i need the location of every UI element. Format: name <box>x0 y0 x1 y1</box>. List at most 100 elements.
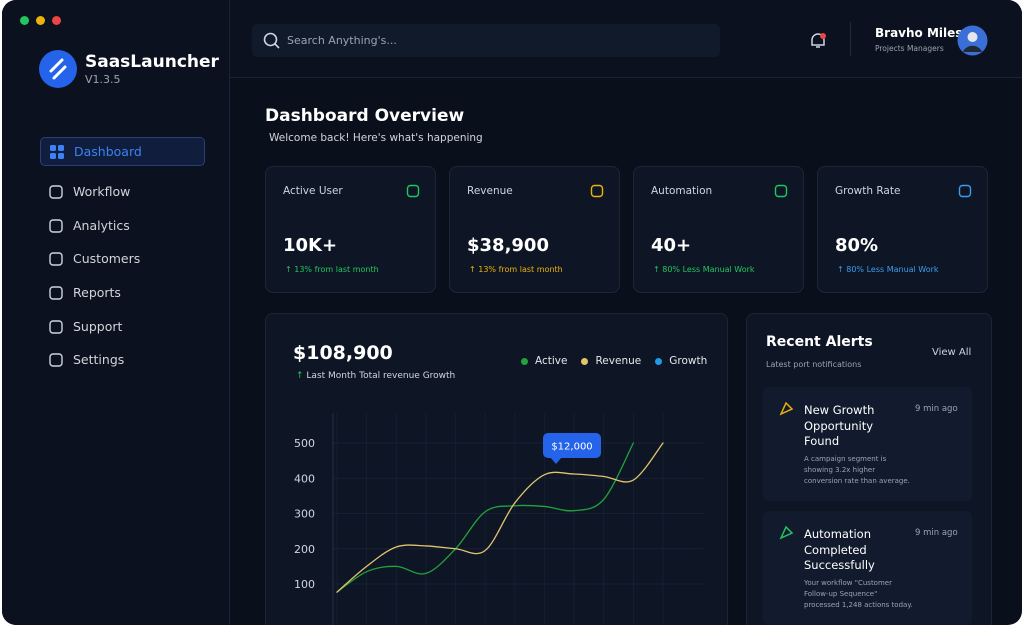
change-text: 80% Less Manual Work <box>846 265 939 274</box>
legend-swatch <box>655 357 663 365</box>
nav-icon <box>49 319 63 334</box>
chart-subtitle-text: Last Month Total revenue Growth <box>306 371 456 381</box>
nav-item[interactable]: Settings <box>40 345 205 374</box>
change-text: 13% from last month <box>294 265 379 274</box>
search-icon <box>263 32 280 49</box>
stat-card: Growth Rate 80% ↑ 80% Less Manual Work <box>817 166 988 293</box>
nav-label: Dashboard <box>74 144 142 159</box>
search-placeholder: Search Anything's... <box>287 34 397 47</box>
icon-part <box>49 319 63 334</box>
tooltip: $12,000 <box>543 433 601 464</box>
stat-card: Automation 40+ ↑ 80% Less Manual Work <box>633 166 804 293</box>
card-value: 40+ <box>651 235 692 256</box>
nav-label: Analytics <box>73 218 130 233</box>
dot <box>52 16 61 25</box>
legend-label: Growth <box>669 355 708 367</box>
line-series <box>336 442 635 593</box>
app-name: SaasLauncher <box>85 52 219 72</box>
card-value: 80% <box>835 235 879 256</box>
nav-icon <box>49 285 63 300</box>
line-series <box>336 442 664 593</box>
arrow: ↑ <box>285 265 295 274</box>
chart-subtitle: ↑ Last Month Total revenue Growth <box>296 371 456 381</box>
card-icon <box>406 184 420 198</box>
alerts-panel: Recent Alerts Latest port notifications … <box>746 313 992 625</box>
user-name: Bravho Miles <box>875 26 963 40</box>
chart-card: $108,900 ↑ Last Month Total revenue Grow… <box>265 313 728 625</box>
nav-item[interactable]: Reports <box>40 278 205 307</box>
nav-icon <box>50 144 64 159</box>
search-box[interactable]: Search Anything's... <box>252 24 720 57</box>
legend-item: Revenue <box>581 355 641 367</box>
icon-part <box>49 184 63 199</box>
bell-icon[interactable] <box>808 31 828 51</box>
legend-item: Growth <box>655 355 707 367</box>
card-icon <box>958 184 972 198</box>
alert-title: New Growth Opportunity Found <box>804 403 875 448</box>
card-value: 10K+ <box>283 235 338 256</box>
tooltip-label: $12,000 <box>551 442 592 453</box>
nav-item[interactable]: Workflow <box>40 177 205 206</box>
legend: Active Revenue Growth <box>521 355 707 367</box>
nav-item[interactable]: Support <box>40 312 205 341</box>
nav-label: Customers <box>73 251 141 266</box>
y-tick-label: 500 <box>294 437 315 450</box>
alerts-subtitle: Latest port notifications <box>766 360 862 369</box>
view-all[interactable]: View All <box>932 347 972 358</box>
alert-icon <box>779 401 794 416</box>
arrow: ↑ <box>653 265 663 274</box>
nav-icon <box>49 184 63 199</box>
alerts-title: Recent Alerts <box>766 334 873 350</box>
alert-card: Automation Completed Successfully 9 min a… <box>763 511 972 625</box>
tooltip-box <box>543 433 601 458</box>
alert-card: New Growth Opportunity Found 9 min ago A c… <box>763 387 972 501</box>
icon-part <box>774 184 788 198</box>
nav-label: Reports <box>73 285 121 300</box>
icon-part <box>779 525 794 540</box>
y-tick-label: 200 <box>294 543 315 556</box>
nav-icon <box>49 218 63 233</box>
card-change: ↑ 80% Less Manual Work <box>653 265 755 274</box>
window-controls <box>20 16 61 25</box>
legend-swatch <box>521 357 528 365</box>
alert-title: Automation Completed Successfully <box>804 527 875 572</box>
y-tick-label: 100 <box>294 578 315 591</box>
card-icon <box>590 184 604 198</box>
arrow: ↑ <box>469 265 479 274</box>
dot <box>36 16 45 25</box>
card-title: Active User <box>283 185 343 197</box>
sidebar: SaasLauncher V1.3.5 Dashboard Workflow Ana… <box>2 0 230 625</box>
y-tick-label: 400 <box>294 472 315 485</box>
legend-swatch <box>581 357 589 365</box>
nav-item[interactable]: Analytics <box>40 211 205 240</box>
avatar[interactable] <box>957 25 988 56</box>
icon-part <box>58 152 64 159</box>
icon-part <box>779 401 794 416</box>
card-change: ↑ 13% from last month <box>469 265 563 274</box>
icon-part <box>50 152 56 159</box>
dot <box>20 16 29 25</box>
nav-icon <box>49 352 63 367</box>
alert-text: A campaign segment is showing 3.2x highe… <box>804 455 910 485</box>
icon-part <box>49 251 63 266</box>
nav-icon <box>49 251 63 266</box>
y-tick-label: 300 <box>294 508 315 521</box>
alert-time: 9 min ago <box>915 528 958 538</box>
nav-item[interactable]: Dashboard <box>40 137 205 166</box>
alert-icon <box>779 525 794 540</box>
icon-part <box>49 285 63 300</box>
stat-card: Active User 10K+ ↑ 13% from last month <box>265 166 436 293</box>
arrow: ↑ <box>837 265 847 274</box>
icon-part <box>406 184 420 198</box>
nav-item[interactable]: Customers <box>40 244 205 273</box>
legend-item: Active <box>521 355 567 367</box>
card-value: $38,900 <box>467 235 549 256</box>
card-title: Automation <box>651 185 713 197</box>
icon-part <box>58 144 64 151</box>
stat-card: Revenue $38,900 ↑ 13% from last month <box>449 166 620 293</box>
divider <box>850 22 851 56</box>
nav-label: Support <box>73 319 123 334</box>
nav-label: Settings <box>73 352 125 367</box>
card-icon <box>774 184 788 198</box>
